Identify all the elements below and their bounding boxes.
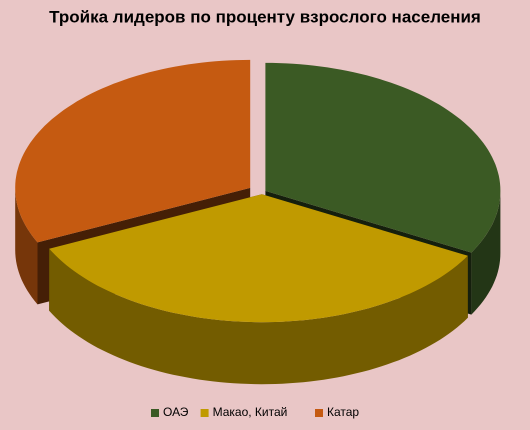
slice xyxy=(49,194,468,323)
legend-swatch xyxy=(151,409,159,417)
slice-wall xyxy=(15,187,38,305)
chart-title: Тройка лидеров по проценту взрослого нас… xyxy=(49,7,481,26)
legend-label: Катар xyxy=(327,405,359,419)
slice-wall xyxy=(471,190,501,315)
legend-label: Макао, Китай xyxy=(213,405,288,419)
legend-label: ОАЭ xyxy=(163,405,189,419)
slice xyxy=(15,59,251,243)
slice-wall xyxy=(49,248,468,385)
slice xyxy=(265,62,501,253)
legend-swatch xyxy=(200,409,209,417)
legend-swatch xyxy=(315,409,323,417)
